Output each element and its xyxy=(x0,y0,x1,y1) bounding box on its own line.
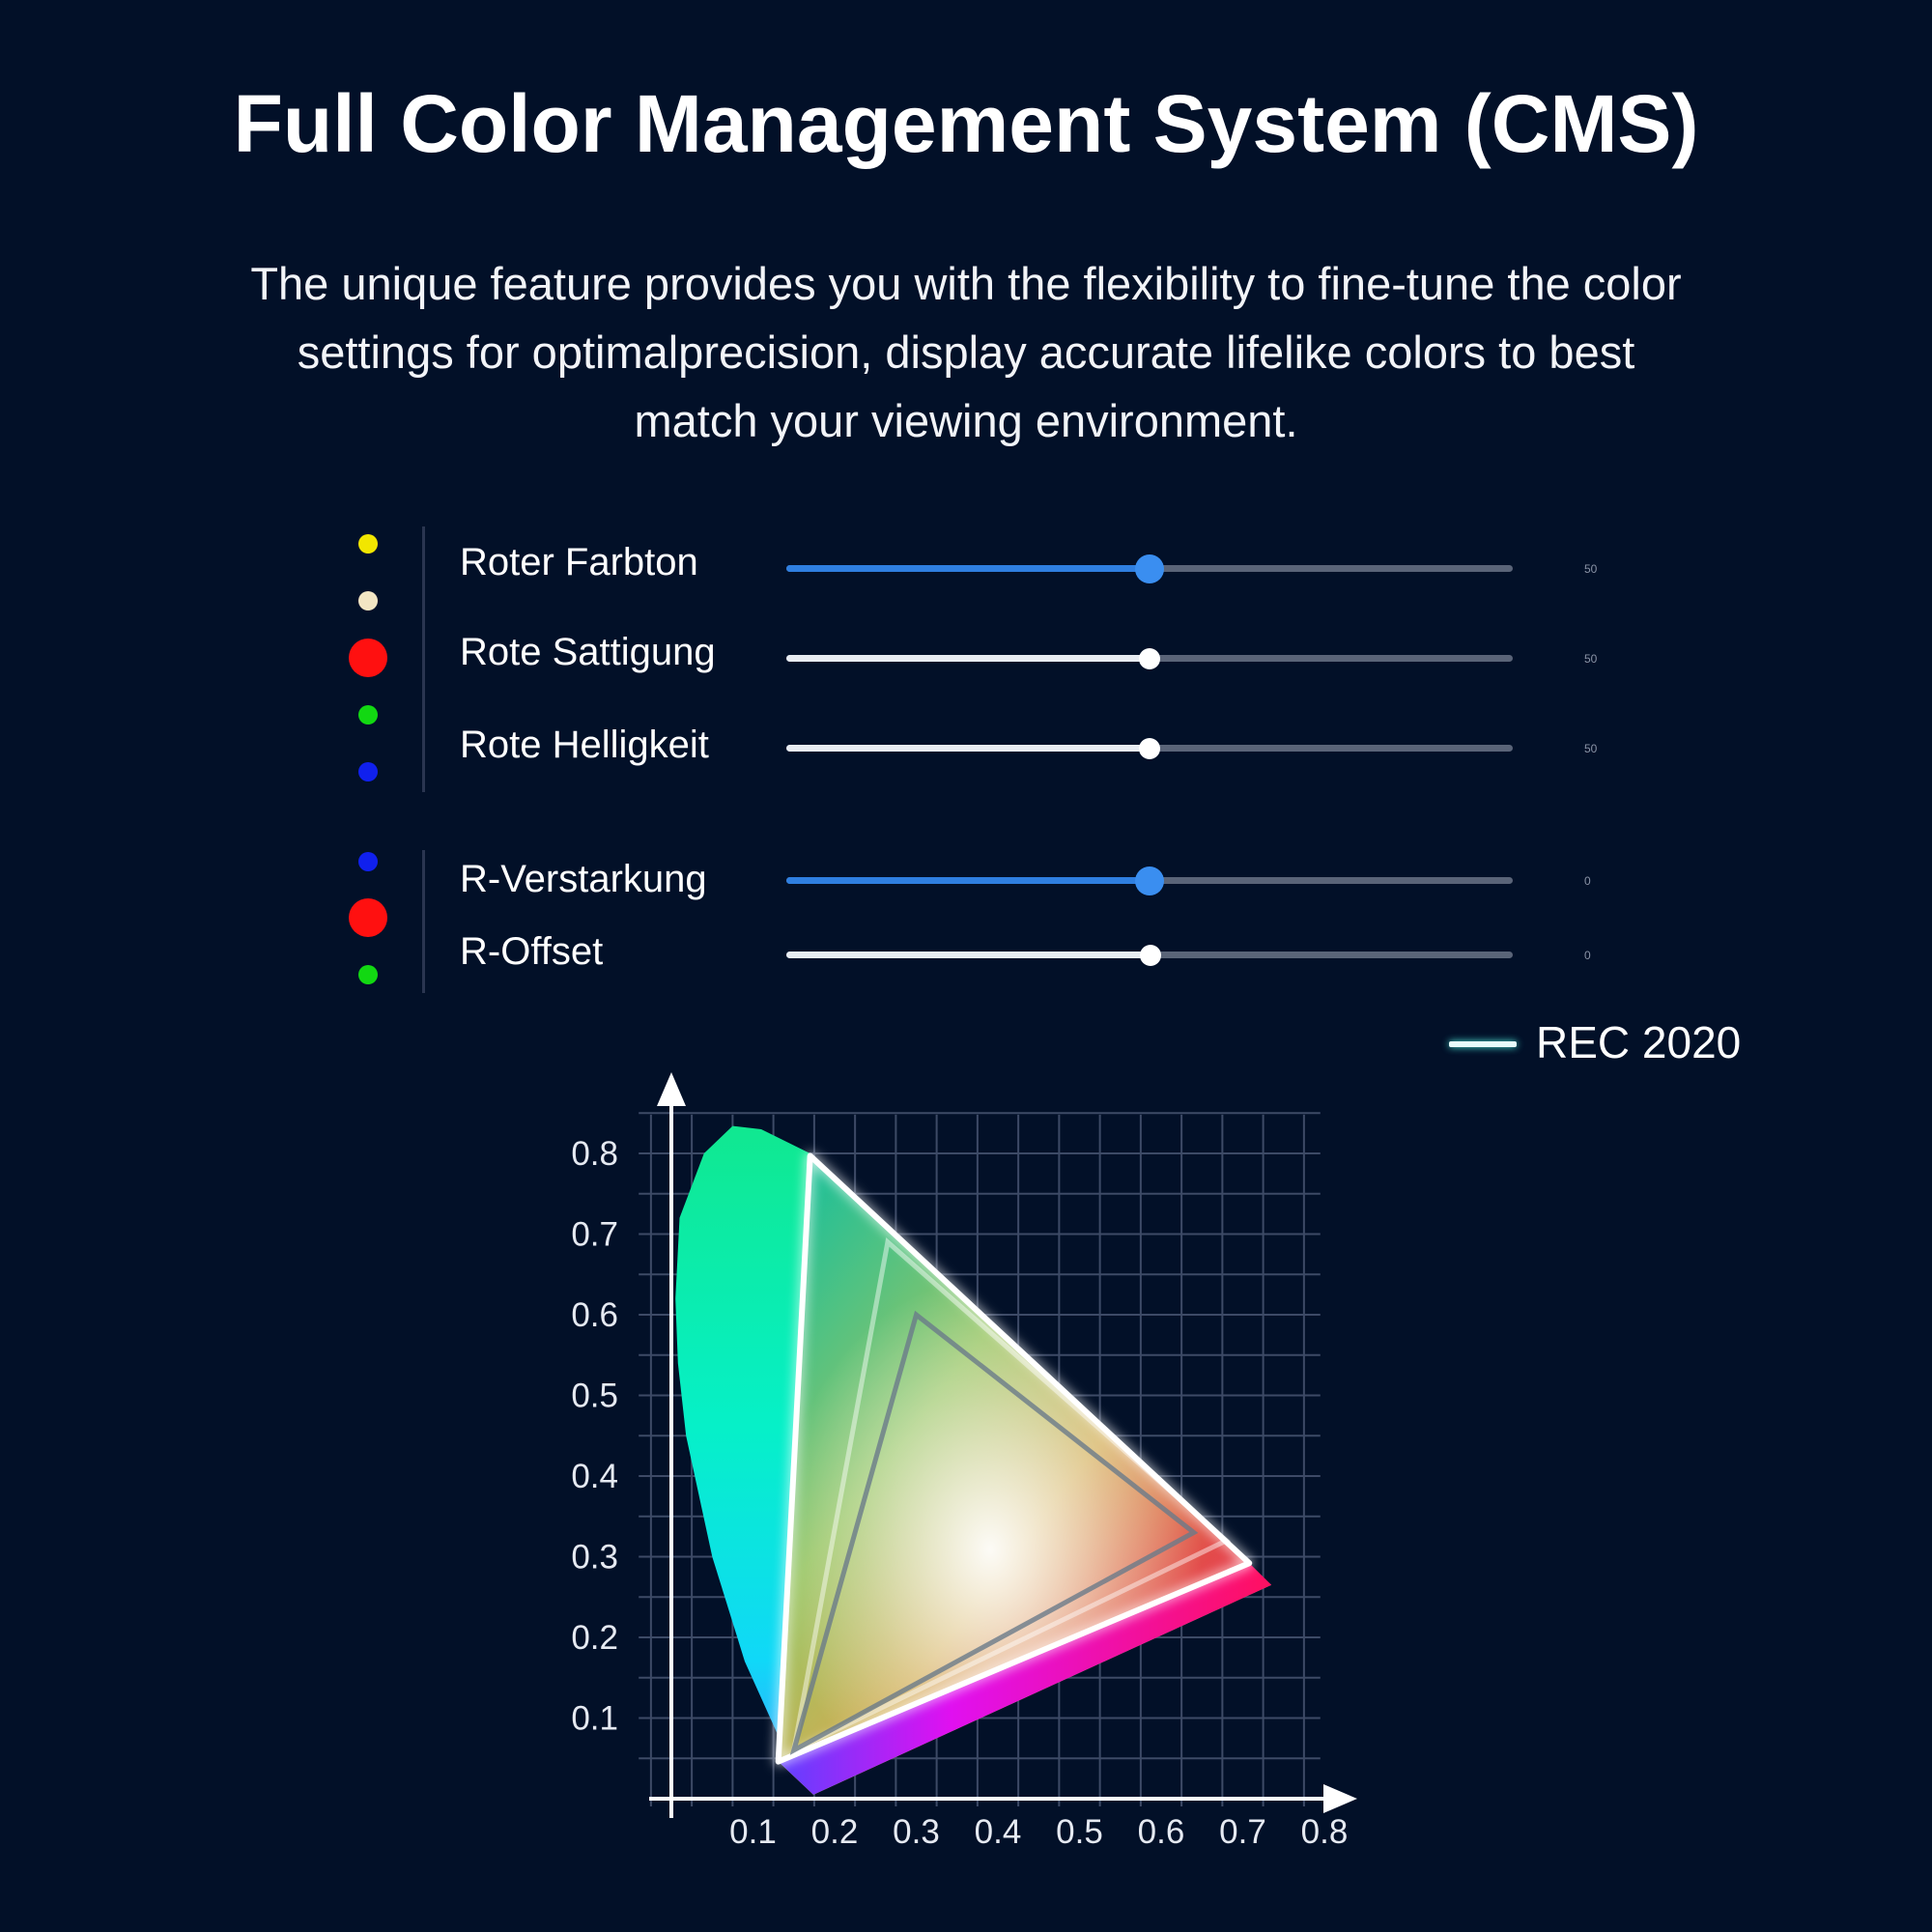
y-tick-label: 0.1 xyxy=(571,1700,618,1738)
red-dot-icon xyxy=(349,898,387,937)
y-tick-label: 0.8 xyxy=(571,1135,618,1173)
x-tick-label: 0.2 xyxy=(811,1813,859,1851)
green-dot-icon xyxy=(358,705,378,724)
hue-slider-fill xyxy=(786,565,1148,572)
saturation-slider[interactable] xyxy=(786,648,1513,669)
y-axis-arrow-icon xyxy=(657,1072,686,1106)
offset-slider[interactable] xyxy=(786,945,1513,966)
offset-slider-fill xyxy=(786,952,1150,958)
x-tick-label: 0.7 xyxy=(1219,1813,1266,1851)
group-divider xyxy=(422,526,425,792)
saturation-slider-handle[interactable] xyxy=(1139,648,1160,669)
x-tick-label: 0.8 xyxy=(1301,1813,1349,1851)
saturation-slider-fill xyxy=(786,655,1148,662)
blue-dot-icon xyxy=(358,852,378,871)
offset-slider-handle[interactable] xyxy=(1140,945,1161,966)
hue-slider-handle[interactable] xyxy=(1135,554,1164,583)
slider-label-brightness: Rote Helligkeit xyxy=(460,724,709,766)
legend-label: REC 2020 xyxy=(1536,1017,1742,1067)
y-tick-label: 0.3 xyxy=(571,1539,618,1577)
gain-slider-handle[interactable] xyxy=(1135,867,1164,895)
gain-value: 0 xyxy=(1584,874,1591,888)
description-line-2: settings for optimalprecision, display a… xyxy=(297,327,1635,378)
x-tick-label: 0.1 xyxy=(729,1813,777,1851)
chart-axes xyxy=(649,1072,1357,1818)
x-tick-label: 0.3 xyxy=(893,1813,940,1851)
slider-label-gain: R-Verstarkung xyxy=(460,858,707,900)
gamut-area xyxy=(675,1125,1272,1795)
chart-tick-labels: 0.1 0.2 0.3 0.4 0.5 0.6 0.7 0.8 0.1 0.2 0.3 0.4 0.5 0… xyxy=(571,1135,1348,1851)
y-tick-label: 0.2 xyxy=(571,1619,618,1657)
y-tick-label: 0.7 xyxy=(571,1216,618,1254)
gamut-magenta-area xyxy=(778,1563,1272,1795)
offset-value: 0 xyxy=(1584,949,1591,962)
gain-slider[interactable] xyxy=(786,867,1513,895)
srgb-triangle xyxy=(789,1310,1199,1755)
x-tick-label: 0.6 xyxy=(1138,1813,1185,1851)
slider-label-hue: Roter Farbton xyxy=(460,541,698,583)
cream-dot-icon xyxy=(358,591,378,611)
saturation-value: 50 xyxy=(1584,652,1598,666)
slider-label-saturation: Rote Sattigung xyxy=(460,631,716,673)
gamut-triangles xyxy=(775,1152,1253,1765)
brightness-slider[interactable] xyxy=(786,738,1513,759)
description-line-3: match your viewing environment. xyxy=(634,395,1298,446)
hue-slider[interactable] xyxy=(786,554,1513,583)
y-tick-label: 0.4 xyxy=(571,1458,618,1495)
blue-dot-icon xyxy=(358,762,378,781)
gain-slider-fill xyxy=(786,877,1150,884)
description: The unique feature provides you with the… xyxy=(184,249,1748,455)
hue-value: 50 xyxy=(1584,562,1598,576)
brightness-slider-fill xyxy=(786,745,1148,752)
legend-line-icon xyxy=(1449,1041,1517,1047)
green-dot-icon xyxy=(358,965,378,984)
description-line-1: The unique feature provides you with the… xyxy=(250,258,1682,309)
page-title: Full Color Management System (CMS) xyxy=(233,78,1699,169)
rec2020-triangle xyxy=(775,1152,1253,1765)
brightness-value: 50 xyxy=(1584,742,1598,755)
y-tick-label: 0.5 xyxy=(571,1378,618,1415)
brightness-slider-handle[interactable] xyxy=(1139,738,1160,759)
x-axis-arrow-icon xyxy=(1323,1784,1357,1813)
y-tick-label: 0.6 xyxy=(571,1296,618,1334)
red-dot-icon xyxy=(349,639,387,677)
x-tick-label: 0.5 xyxy=(1056,1813,1103,1851)
x-tick-label: 0.4 xyxy=(975,1813,1022,1851)
slider-label-offset: R-Offset xyxy=(460,930,604,973)
dci-p3-triangle xyxy=(790,1237,1232,1755)
group-divider xyxy=(422,850,425,993)
yellow-dot-icon xyxy=(358,534,378,554)
